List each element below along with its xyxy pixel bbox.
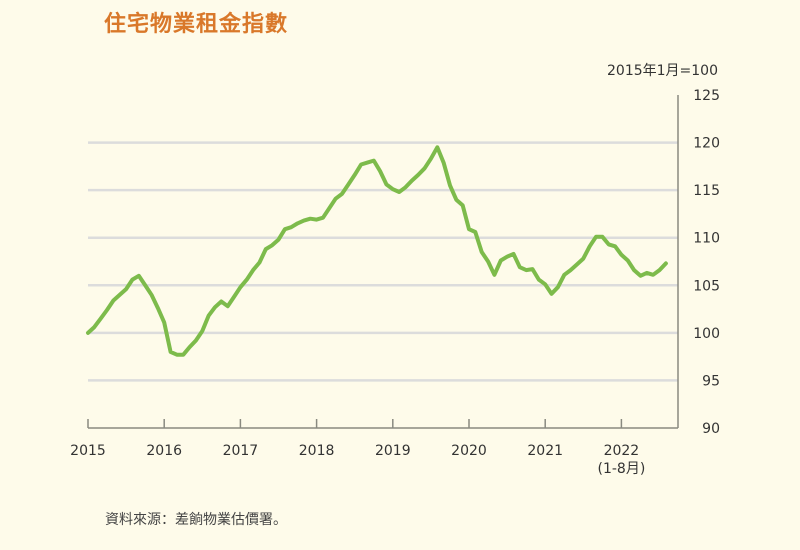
x-tick-label: (1-8月) <box>598 461 646 477</box>
y-tick-label: 105 <box>693 278 720 294</box>
unit-label: 2015年1月=100 <box>607 63 718 79</box>
x-tick-label: 2015 <box>70 443 106 459</box>
y-tick-label: 125 <box>693 88 720 104</box>
x-tick-label: 2018 <box>299 443 335 459</box>
x-tick-label: 2022 <box>604 443 640 459</box>
axes <box>87 95 679 429</box>
y-tick-label: 90 <box>702 421 720 437</box>
x-tick-label: 2016 <box>146 443 182 459</box>
x-tick-label: 2021 <box>527 443 563 459</box>
gridlines <box>88 141 678 382</box>
y-tick-label: 120 <box>693 136 720 152</box>
source-note: 資料來源：差餉物業估價署。 <box>105 512 287 528</box>
chart-title: 住宅物業租金指數 <box>104 12 289 37</box>
x-tick-label: 2020 <box>451 443 487 459</box>
y-tick-label: 100 <box>693 326 720 342</box>
x-tick-label: 2017 <box>223 443 259 459</box>
y-tick-label: 110 <box>693 231 720 247</box>
y-tick-label: 95 <box>702 373 720 389</box>
y-tick-label: 115 <box>693 183 720 199</box>
y-axis-ticks: 90 95 100 105 110 115 120 125 <box>693 88 720 437</box>
rent-index-line <box>86 145 668 357</box>
x-tick-label: 2019 <box>375 443 411 459</box>
x-axis-ticks: 2015 2016 2017 2018 2019 2020 2021 2022 (1-8月) <box>70 443 645 477</box>
